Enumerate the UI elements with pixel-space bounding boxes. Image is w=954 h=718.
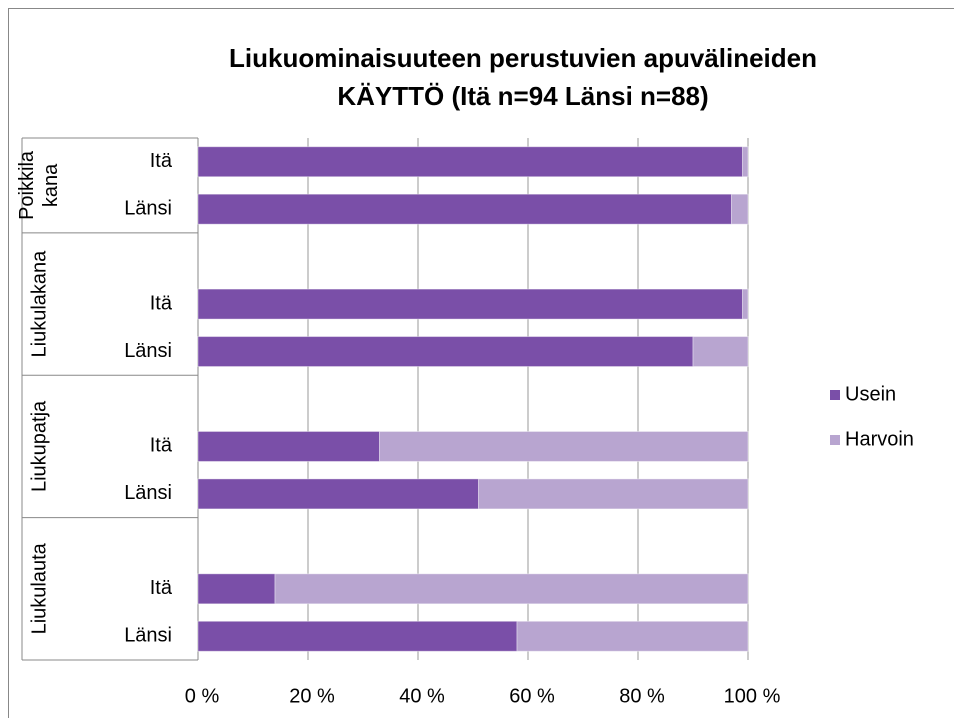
bar	[197, 620, 518, 652]
group-label-line: kana	[40, 163, 62, 207]
bar	[742, 146, 749, 178]
bar	[197, 336, 694, 368]
bar	[197, 430, 380, 462]
bar	[197, 288, 743, 320]
bar	[478, 478, 749, 510]
bar	[197, 146, 743, 178]
group-label: Poikkila kana	[16, 150, 62, 220]
x-tick-label: 40 %	[399, 685, 445, 707]
y-tick-label: Länsi	[124, 340, 172, 362]
group-label: Liukulauta	[28, 542, 50, 634]
group-label-line: Poikkila	[16, 150, 38, 220]
bar	[197, 193, 732, 225]
bar	[274, 573, 749, 605]
group-label: Liukupatja	[28, 400, 50, 492]
chart-title: KÄYTTÖ (Itä n=94 Länsi n=88)	[337, 81, 708, 111]
chart-title: Liukuominaisuuteen perustuvien apuväline…	[229, 43, 817, 73]
bar	[197, 478, 479, 510]
y-tick-label: Länsi	[124, 625, 172, 647]
legend-swatch	[830, 435, 840, 445]
x-tick-label: 20 %	[289, 685, 335, 707]
bar	[731, 193, 749, 225]
legend-label: Harvoin	[845, 428, 914, 450]
legend-swatch	[830, 390, 840, 400]
group-label: Liukulakana	[28, 250, 50, 358]
y-tick-label: Länsi	[124, 197, 172, 219]
x-tick-label: 0 %	[185, 685, 220, 707]
bar	[516, 620, 749, 652]
bar	[197, 573, 276, 605]
bar	[379, 430, 749, 462]
legend-label: Usein	[845, 383, 896, 405]
y-tick-label: Itä	[150, 150, 173, 172]
x-tick-label: 80 %	[619, 685, 665, 707]
x-tick-label: 60 %	[509, 685, 555, 707]
y-tick-label: Itä	[150, 435, 173, 457]
y-tick-label: Länsi	[124, 482, 172, 504]
y-tick-label: Itä	[150, 577, 173, 599]
x-tick-label: 100 %	[724, 685, 781, 707]
bar	[692, 336, 749, 368]
y-tick-label: Itä	[150, 292, 173, 314]
bar	[742, 288, 749, 320]
